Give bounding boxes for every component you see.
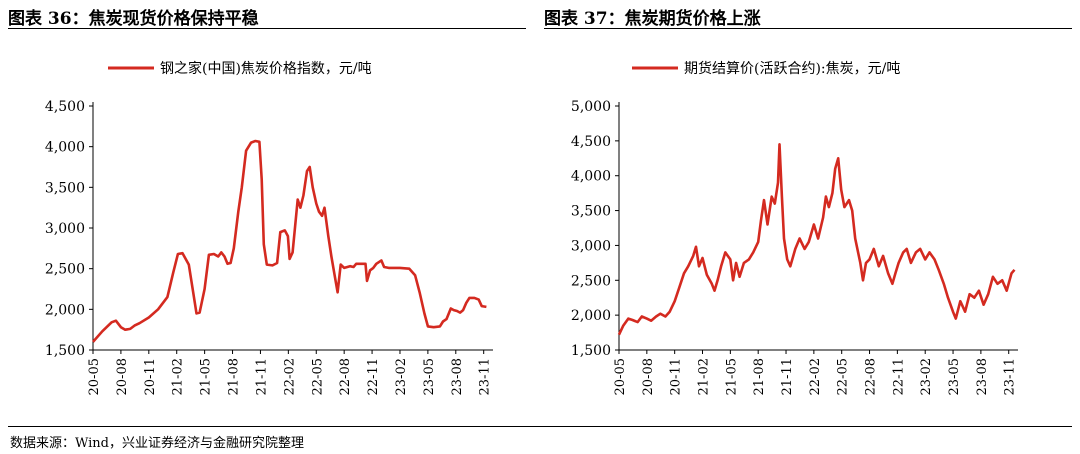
left-x-tick-label: 20-11 [143,358,158,395]
left-legend-label: 钢之家(中国)焦炭价格指数，元/吨 [160,60,372,77]
left-x-tick-label: 22-11 [366,358,381,395]
left-x-tick-label: 21-05 [199,358,214,395]
left-y-tick-label: 1,500 [45,343,85,359]
left-x-tick-label: 22-08 [338,358,353,395]
left-x-tick-label: 22-05 [310,358,325,395]
left-series-line [92,139,487,343]
right-y-tick-label: 3,000 [571,238,611,254]
right-x-tick-label: 23-08 [975,358,990,395]
title-rule-left [8,28,526,29]
right-y-tick-label: 3,500 [571,204,611,220]
right-x-tick-label: 22-02 [808,358,823,395]
right-x-tick-label: 21-08 [752,358,767,395]
left-x-tick-label: 23-08 [450,358,465,395]
right-y-tick-label: 5,000 [571,99,611,115]
right-x-tick-label: 20-05 [613,358,628,395]
left-x-tick-label: 22-02 [282,358,297,395]
right-x-tick-label: 20-08 [641,358,656,395]
left-x-tick-label: 21-11 [254,358,269,395]
right-x-tick-label: 23-05 [947,358,962,395]
right-x-tick-label: 21-02 [697,358,712,395]
right-x-tick-label: 23-02 [919,358,934,395]
right-legend-label: 期货结算价(活跃合约):焦炭，元/吨 [684,60,900,77]
right-x-tick-label: 23-11 [1003,358,1018,395]
right-y-tick-label: 2,500 [571,273,611,289]
right-x-tick-label: 22-05 [836,358,851,395]
left-y-tick-label: 3,000 [45,221,85,237]
left-y-tick-label: 2,000 [45,302,85,318]
left-y-tick-label: 3,500 [45,180,85,196]
right-x-tick-label: 22-11 [891,358,906,395]
left-x-tick-label: 23-11 [478,358,493,395]
footer-rule [8,426,1072,427]
left-x-tick-label: 20-05 [87,358,102,395]
right-x-tick-label: 22-08 [864,358,879,395]
left-y-tick-label: 4,500 [45,99,85,115]
left-x-tick-label: 21-02 [171,358,186,395]
right-y-tick-label: 1,500 [571,343,611,359]
right-y-tick-label: 4,500 [571,134,611,150]
right-y-tick-label: 4,000 [571,169,611,185]
right-x-tick-label: 21-11 [780,358,795,395]
futures-price-chart: 期货结算价(活跃合约):焦炭，元/吨 1,500 2,000 2,500 3,000 3,… [571,60,1018,395]
left-y-tick-label: 4,000 [45,140,85,156]
right-y-tick-label: 2,000 [571,308,611,324]
right-series-line [617,143,1016,336]
chart-title-right: 图表 37：焦炭期货价格上涨 [544,9,761,29]
spot-price-chart: 钢之家(中国)焦炭价格指数，元/吨 1,500 2,000 2,500 3,000 3,5… [45,60,493,395]
left-y-tick-label: 2,500 [45,262,85,278]
title-rule-right [544,28,1072,29]
left-x-tick-label: 23-02 [394,358,409,395]
right-x-tick-label: 21-05 [724,358,739,395]
right-x-tick-label: 20-11 [669,358,684,395]
chart-title-left: 图表 36：焦炭现货价格保持平稳 [8,9,259,29]
left-x-tick-label: 20-08 [115,358,130,395]
data-source-note: 数据来源：Wind，兴业证券经济与金融研究院整理 [10,436,304,451]
left-x-tick-label: 21-08 [227,358,242,395]
left-x-tick-label: 23-05 [422,358,437,395]
